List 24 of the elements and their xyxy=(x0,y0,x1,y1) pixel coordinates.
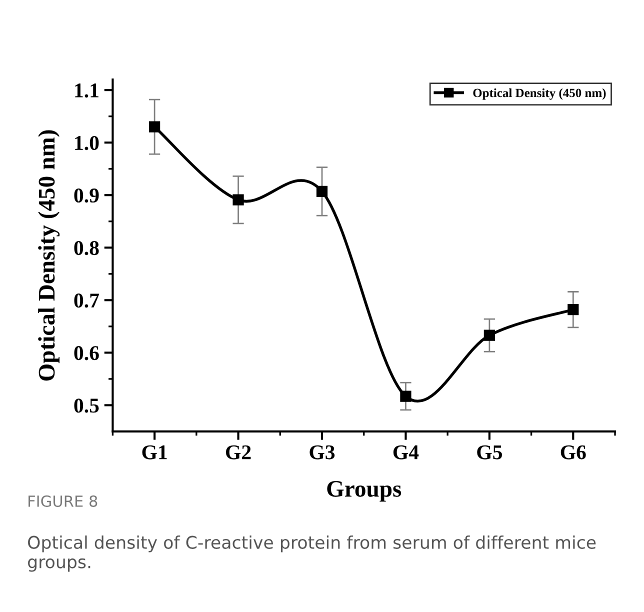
x-tick-label: G1 xyxy=(142,445,167,460)
x-tick-label: G2 xyxy=(226,445,251,460)
y-tick-label: 1.0 xyxy=(75,136,99,150)
y-axis-title: Optical Density (450 nm) xyxy=(38,130,60,381)
point xyxy=(149,121,160,132)
point xyxy=(316,186,328,197)
y-tick-label: 0.5 xyxy=(74,398,99,413)
y-tick-label: 0.8 xyxy=(74,241,99,256)
x-tick-label: G4 xyxy=(393,445,419,460)
point xyxy=(568,304,579,316)
x-tick-label: G5 xyxy=(477,445,502,460)
text: Optical density of C-reactive protein from serum of different mice groups. xyxy=(28,536,596,572)
point xyxy=(232,194,244,206)
x-tick-label: G3 xyxy=(310,445,335,460)
legend-label: Optical Density (450 nm) xyxy=(473,88,606,100)
x-tick-label: G6 xyxy=(560,445,586,460)
y-tick-label: 0.7 xyxy=(74,294,99,308)
point xyxy=(400,390,412,402)
caption: FIGURE 8 xyxy=(28,495,98,507)
point xyxy=(484,330,495,341)
x-axis-title: Groups xyxy=(327,480,402,502)
y-tick-label: 0.9 xyxy=(74,188,99,203)
y-tick-label: 0.6 xyxy=(74,346,99,360)
y-tick-label: 1.1 xyxy=(75,84,98,98)
